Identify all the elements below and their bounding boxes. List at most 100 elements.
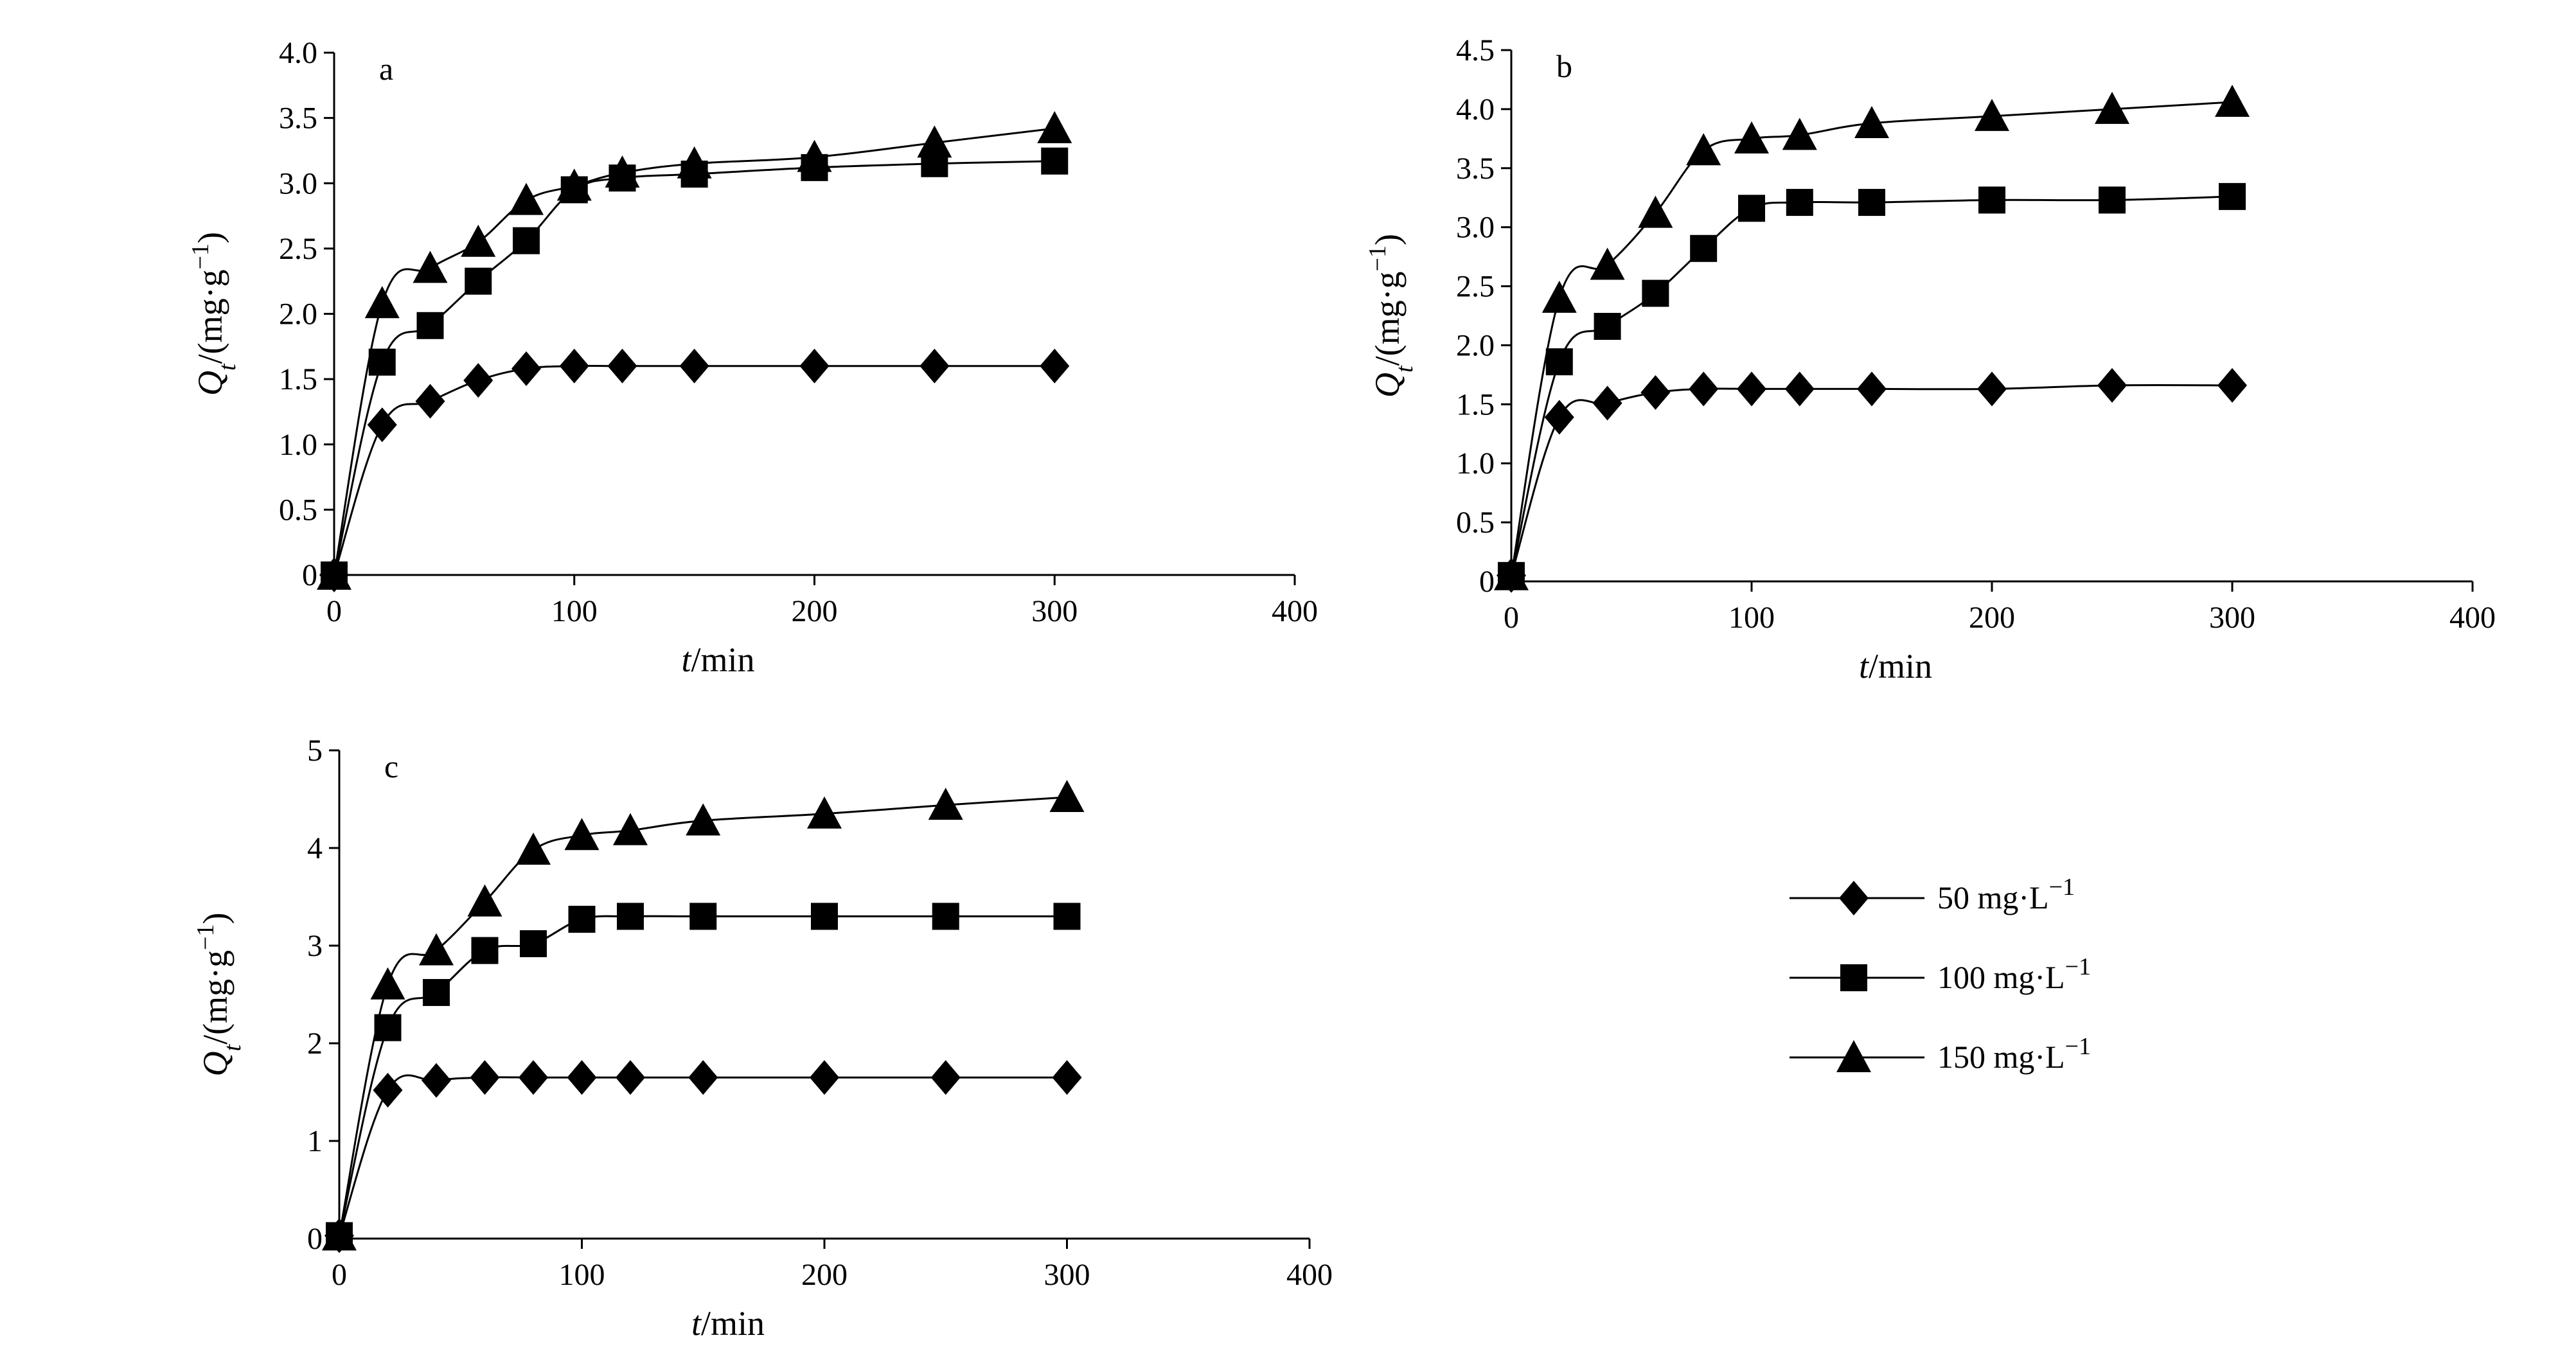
data-point-square	[1858, 189, 1885, 216]
data-point-triangle	[516, 833, 551, 865]
data-point-diamond	[567, 1060, 597, 1095]
data-point-square	[520, 930, 547, 957]
data-point-diamond	[422, 1063, 451, 1098]
x-tick-label: 200	[1969, 601, 2015, 635]
y-tick-label: 4.0	[279, 36, 317, 70]
data-point-triangle	[1734, 121, 1769, 154]
data-point-triangle	[917, 125, 952, 158]
data-point-diamond	[2097, 367, 2127, 403]
data-point-triangle	[419, 933, 454, 966]
y-tick-label: 3.0	[279, 166, 317, 200]
y-tick-label: 3	[307, 929, 323, 963]
x-tick-label: 400	[1286, 1258, 1333, 1292]
legend-label: 150 mg·L−1	[1937, 1033, 2091, 1075]
data-point-diamond	[559, 348, 589, 384]
data-point-triangle	[2215, 84, 2250, 117]
data-point-square	[2099, 186, 2126, 214]
data-point-square	[811, 903, 838, 930]
data-point-diamond	[1592, 385, 1622, 421]
y-axis-title: Qt/(mg·g−1)	[187, 232, 241, 396]
data-point-square	[368, 348, 396, 376]
data-point-diamond	[1052, 1060, 1082, 1095]
data-point-diamond	[463, 363, 493, 398]
series-line-triangle	[1510, 101, 2233, 576]
y-tick-label: 4.0	[1456, 93, 1495, 127]
y-tick-label: 4	[307, 831, 323, 865]
y-tick-label: 3.5	[279, 102, 317, 136]
y-tick-label: 1.0	[279, 428, 317, 462]
data-point-square	[689, 903, 717, 930]
data-point-diamond	[1737, 371, 1766, 407]
data-point-diamond	[470, 1060, 500, 1095]
data-point-triangle	[1686, 133, 1721, 166]
data-point-triangle	[605, 155, 640, 188]
data-point-triangle	[1494, 558, 1529, 590]
data-point-diamond	[511, 351, 541, 386]
data-point-square	[1738, 195, 1765, 222]
data-point-diamond	[679, 348, 709, 384]
data-point-triangle	[461, 224, 496, 257]
x-axis-title: t/min	[1859, 647, 1932, 685]
series-line-triangle	[338, 796, 1067, 1236]
x-tick-label: 200	[801, 1258, 848, 1292]
data-point-diamond	[415, 384, 445, 419]
x-tick-label: 200	[792, 594, 838, 628]
data-point-triangle	[1037, 110, 1072, 143]
data-point-triangle	[564, 818, 600, 851]
panel-tag: a	[379, 51, 393, 87]
data-point-triangle	[928, 788, 963, 820]
x-tick-label: 400	[2449, 601, 2496, 635]
data-point-square	[471, 937, 499, 964]
data-point-square	[1041, 147, 1069, 175]
data-point-triangle	[370, 967, 405, 1000]
data-point-square	[513, 227, 540, 254]
data-point-square	[1978, 186, 2005, 214]
data-point-square	[932, 903, 959, 930]
x-tick-label: 100	[1728, 601, 1775, 635]
data-point-square	[465, 267, 492, 295]
data-point-triangle	[807, 796, 842, 829]
data-point-triangle	[322, 1218, 357, 1251]
chart-panel-b: 0 0.5 1.0 1.5 2.0 2.5 3.0 3.5 4.0 4.5 0 100 200 300 40…	[1364, 33, 2496, 685]
legend-label: 100 mg·L−1	[1937, 953, 2091, 995]
data-point-diamond	[810, 1060, 839, 1095]
data-point-triangle	[1638, 195, 1673, 228]
data-point-diamond	[1784, 371, 1815, 407]
data-point-triangle	[1975, 98, 2009, 131]
y-tick-label: 3.5	[1456, 152, 1495, 186]
data-point-diamond	[519, 1060, 548, 1095]
panel-tag: b	[1556, 48, 1572, 84]
y-tick-label: 2	[307, 1027, 323, 1061]
data-point-square	[1690, 234, 1718, 262]
x-tick-label: 300	[1044, 1258, 1090, 1292]
data-point-square	[416, 312, 444, 339]
data-point-triangle	[1854, 105, 1889, 138]
data-point-diamond	[367, 407, 397, 443]
data-point-diamond	[930, 1060, 961, 1095]
y-tick-label: 0.5	[1456, 506, 1495, 540]
data-point-diamond	[919, 348, 950, 384]
y-tick-label: 2.0	[279, 297, 317, 331]
data-point-diamond	[1689, 371, 1719, 407]
y-tick-label: 1	[307, 1124, 323, 1158]
y-tick-label: 4.5	[1456, 33, 1495, 67]
data-point-triangle	[677, 146, 712, 179]
data-point-square	[1545, 348, 1573, 376]
data-point-diamond	[1040, 348, 1070, 384]
data-point-triangle	[1590, 247, 1625, 280]
y-tick-label: 0.5	[279, 493, 317, 527]
data-point-diamond	[607, 348, 637, 384]
y-tick-label: 1.0	[1456, 446, 1495, 481]
data-point-triangle	[364, 286, 400, 319]
data-point-triangle	[467, 884, 502, 917]
data-point-square	[617, 903, 644, 930]
x-tick-label: 100	[559, 1258, 605, 1292]
y-tick-label: 5	[307, 734, 323, 768]
data-point-triangle	[509, 182, 544, 215]
data-point-triangle	[556, 168, 592, 201]
data-point-diamond	[616, 1060, 645, 1095]
data-point-square	[423, 978, 450, 1006]
chart-panel-c: 0 1 2 3 4 5 0 100 200 300 400 c t/min Qt/(mg·g−1)	[192, 734, 1333, 1343]
data-point-triangle	[1782, 118, 1817, 150]
chart-panel-a: 0 0.5 1.0 1.5 2.0 2.5 3.0 3.5 4.0 0 100 200 300 400 a t…	[187, 36, 1318, 679]
